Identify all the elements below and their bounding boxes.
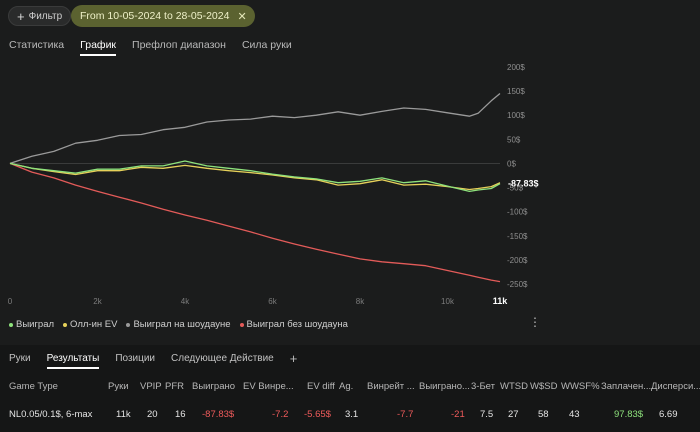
view-tabs: Статистика График Префлоп диапазон Сила … [9,39,292,56]
y-tick-label: 200$ [507,63,525,72]
col-winrate[interactable]: Винрейт ... [367,381,415,392]
col-variance[interactable]: Дисперси... [651,381,700,392]
filter-button[interactable]: + Фильтр [8,6,72,26]
tab-results[interactable]: Результаты [46,353,100,369]
tab-positions[interactable]: Позиции [115,353,156,364]
col-vpip[interactable]: VPIP [140,381,162,392]
cell-winrate: -7.7 [397,409,414,420]
legend-item-allin-ev[interactable]: Олл-ин EV [63,319,117,330]
legend-item-won[interactable]: Выиграл [9,319,54,330]
cell-wtsd: 27 [508,409,519,420]
cell-hands: 11k [116,409,131,420]
cell-ev-diff: -5.65$ [304,409,331,420]
legend-label: Выиграл без шоудауна [246,319,348,330]
winnings-chart: 200$ 150$ 100$ 50$ 0$ -50$ -100$ -150$ -200$ -250… [8,63,539,306]
filter-label: Фильтр [28,10,63,22]
col-pfr[interactable]: PFR [165,381,184,392]
cell-wwsf: 43 [569,409,580,420]
date-range-label: From 10-05-2024 to 28-05-2024 [80,10,230,22]
col-wtsd[interactable]: WTSD [500,381,528,392]
col-3bet[interactable]: 3-Бет [471,381,496,392]
tab-graph[interactable]: График [80,39,117,56]
cell-3bet: 7.5 [480,409,494,420]
legend-dot [63,322,68,327]
cell-aggression: 3.1 [345,409,359,420]
y-tick-label: 0$ [507,159,516,168]
legend-label: Олл-ин EV [70,319,118,330]
col-game-type[interactable]: Game Type [9,381,58,392]
x-tick-label: 8k [356,297,365,306]
y-tick-label: -250$ [507,280,528,289]
x-tick-label: 4k [181,297,190,306]
tab-hand-strength[interactable]: Сила руки [241,39,292,51]
x-tick-label: 2k [93,297,102,306]
col-ev-diff[interactable]: EV diff [307,381,335,392]
tab-next-action[interactable]: Следующее Действие [171,353,274,364]
col-won-2[interactable]: Выиграно... [419,381,470,392]
y-tick-label: 50$ [507,135,521,144]
chart-legend: Выиграл Олл-ин EV Выиграл на шоудауне Вы… [9,319,348,330]
end-value-label: -87.83$ [508,179,539,189]
x-tick-label: 6k [268,297,277,306]
add-tab-icon[interactable]: + [289,351,298,366]
more-options-icon[interactable]: ⋮ [529,315,541,329]
y-tick-label: -150$ [507,232,528,241]
col-wsd[interactable]: W$SD [530,381,558,392]
legend-label: Выиграл на шоудауне [133,319,231,330]
legend-label: Выиграл [16,319,55,330]
col-hands[interactable]: Руки [108,381,129,392]
cell-pfr: 16 [175,409,186,420]
cell-game-type: NL0.05/0.1$, 6-max [9,409,93,420]
close-icon[interactable]: ✕ [237,10,247,23]
results-panel: Руки Результаты Позиции Следующее Действ… [0,345,700,432]
y-tick-label: -200$ [507,256,528,265]
col-wwsf[interactable]: WWSF% [561,381,600,392]
y-tick-label: -100$ [507,208,528,217]
cell-won: -87.83$ [202,409,235,420]
series-line-2 [9,93,501,165]
x-tick-label: 0 [8,297,13,306]
cell-wsd: 58 [538,409,549,420]
col-aggression[interactable]: Ag. [339,381,354,392]
legend-dot [9,322,13,327]
legend-dot [126,322,131,327]
cell-vpip: 20 [147,409,158,420]
y-tick-label: 100$ [507,111,525,120]
col-ev-winrate[interactable]: EV Винре... [243,381,294,392]
x-tick-label: 10k [441,297,455,306]
y-tick-label: -50$ [507,184,524,193]
y-tick-label: 150$ [507,87,525,96]
results-tabs: Руки Результаты Позиции Следующее Действ… [9,351,298,369]
series-line-0 [9,160,501,193]
legend-item-non-showdown[interactable]: Выиграл без шоудауна [239,319,348,330]
cell-variance: 6.69 [659,409,678,420]
tab-hands[interactable]: Руки [9,353,31,364]
legend-dot [239,322,244,327]
date-range-chip[interactable]: From 10-05-2024 to 28-05-2024 ✕ [71,5,255,27]
col-paid[interactable]: Заплачен... [601,381,652,392]
col-won[interactable]: Выиграно [192,381,236,392]
cell-paid: 97.83$ [614,409,644,420]
tab-preflop-range[interactable]: Префлоп диапазон [132,39,226,51]
tab-statistics[interactable]: Статистика [9,39,65,51]
plus-icon: + [17,8,25,24]
series-line-3 [9,162,501,283]
x-tick-label-current: 11k [493,296,509,306]
series-line-1 [9,162,501,191]
cell-ev-winrate: -7.2 [272,409,289,420]
legend-item-showdown[interactable]: Выиграл на шоудауне [126,319,231,330]
cell-won-2: -21 [451,409,465,420]
